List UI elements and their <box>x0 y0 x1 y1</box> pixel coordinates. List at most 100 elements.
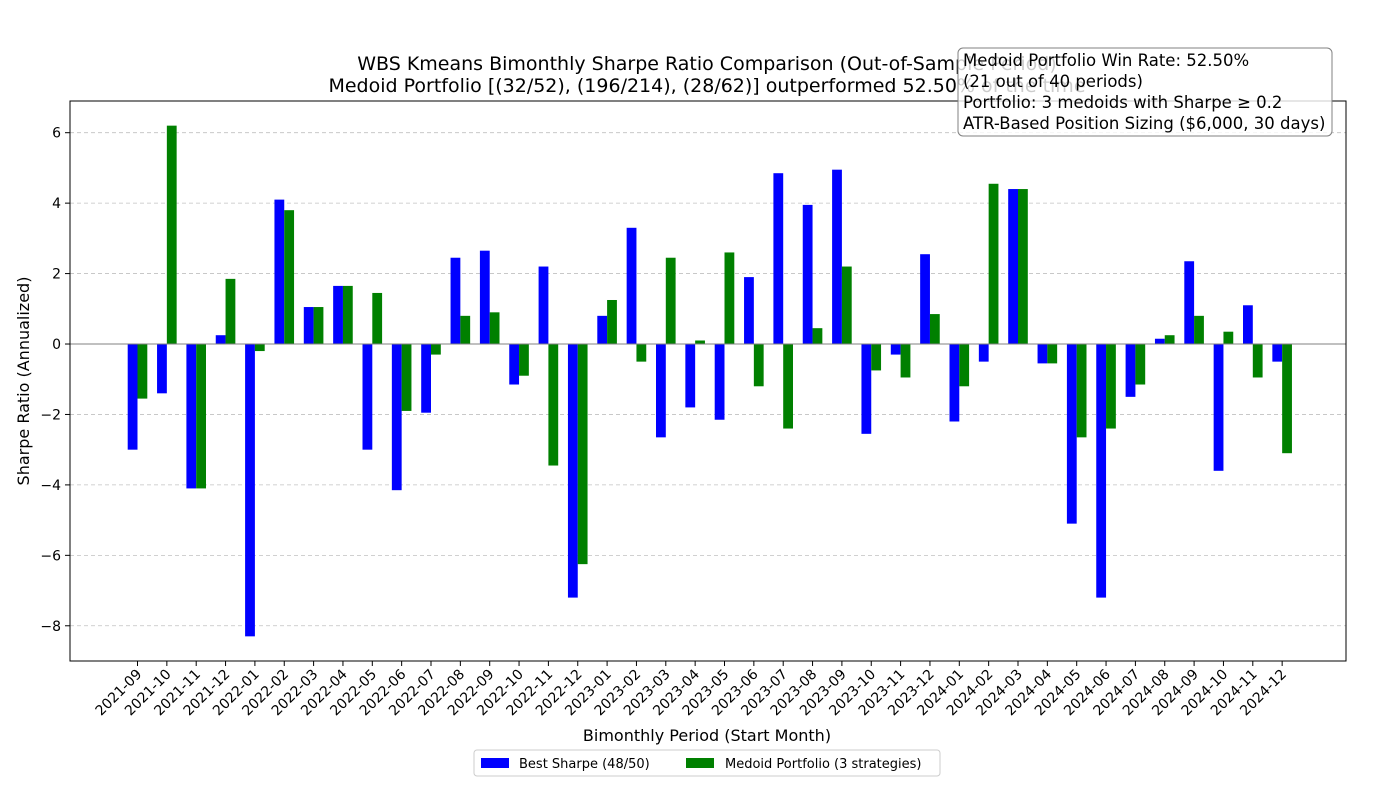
bar-medoid-portfolio-2022-11 <box>548 344 559 466</box>
bar-best-sharpe-2023-08 <box>802 204 813 345</box>
bar-medoid-portfolio-2023-02 <box>636 344 647 362</box>
y-axis-label: Sharpe Ratio (Annualized) <box>14 277 33 486</box>
bar-medoid-portfolio-2022-12 <box>577 344 588 565</box>
bar-best-sharpe-2024-12 <box>1272 344 1283 362</box>
legend-swatch-best-sharpe <box>481 758 509 768</box>
bar-medoid-portfolio-2023-01 <box>607 299 617 345</box>
bar-medoid-portfolio-2021-11 <box>196 344 206 489</box>
chart-subtitle: Medoid Portfolio [(32/52), (196/214), (2… <box>328 75 1085 97</box>
y-axis: −8 −6 −4 −2 0 2 4 6 <box>40 126 70 635</box>
bar-medoid-portfolio-2022-09 <box>489 312 500 345</box>
bar-best-sharpe-2023-05 <box>714 344 725 420</box>
bar-medoid-portfolio-2023-03 <box>665 257 676 345</box>
bar-best-sharpe-2022-11 <box>538 266 549 345</box>
bar-medoid-portfolio-2022-02 <box>284 210 295 345</box>
bar-medoid-portfolio-2022-10 <box>519 344 529 376</box>
legend-label-best-sharpe: Best Sharpe (48/50) <box>519 757 650 772</box>
bar-medoid-portfolio-2024-10 <box>1223 331 1234 345</box>
bar-medoid-portfolio-2021-12 <box>225 278 236 345</box>
y-tick-label: −2 <box>40 407 61 423</box>
bar-medoid-portfolio-2024-02 <box>988 183 999 345</box>
bar-medoid-portfolio-2023-07 <box>783 344 793 429</box>
y-tick-label: 6 <box>52 126 61 142</box>
bar-best-sharpe-2022-09 <box>479 250 490 345</box>
bar-best-sharpe-2022-10 <box>509 344 520 385</box>
annotation-frame <box>957 47 1333 137</box>
bar-best-sharpe-2023-11 <box>890 344 901 355</box>
plot-frame <box>69 100 1347 662</box>
annotation-line-4: ATR-Based Position Sizing ($6,000, 30 da… <box>963 114 1325 133</box>
bar-best-sharpe-2022-08 <box>450 257 461 345</box>
bar-best-sharpe-2022-01 <box>245 344 255 637</box>
bar-medoid-portfolio-2022-07 <box>431 344 441 355</box>
y-tick-label: −4 <box>40 478 61 494</box>
bar-best-sharpe-2023-07 <box>773 173 784 345</box>
bar-best-sharpe-2023-04 <box>685 344 696 408</box>
bar-medoid-portfolio-2024-11 <box>1252 344 1263 378</box>
bar-best-sharpe-2021-10 <box>157 344 167 394</box>
bar-best-sharpe-2024-09 <box>1184 261 1195 345</box>
bar-best-sharpe-2024-11 <box>1243 305 1253 345</box>
bar-medoid-portfolio-2022-01 <box>254 344 265 352</box>
bar-best-sharpe-2023-10 <box>861 344 872 434</box>
bar-medoid-portfolio-2023-10 <box>871 344 882 371</box>
gridlines <box>70 132 1346 627</box>
y-tick-label: 2 <box>52 267 61 283</box>
bar-best-sharpe-2021-09 <box>127 344 138 450</box>
bar-medoid-portfolio-2024-08 <box>1164 335 1175 345</box>
bar-best-sharpe-2022-04 <box>333 285 343 345</box>
bar-best-sharpe-2024-07 <box>1125 344 1136 397</box>
bar-best-sharpe-2024-08 <box>1154 338 1165 345</box>
bar-medoid-portfolio-2023-11 <box>900 344 911 378</box>
bar-medoid-portfolio-2021-09 <box>137 344 148 399</box>
bar-best-sharpe-2023-06 <box>744 277 754 345</box>
bar-medoid-portfolio-2023-09 <box>841 266 852 345</box>
annotation-line-2: (21 out of 40 periods) <box>963 72 1143 91</box>
bar-medoid-portfolio-2023-05 <box>724 252 735 345</box>
y-tick-label: −6 <box>40 548 61 564</box>
chart-title: WBS Kmeans Bimonthly Sharpe Ratio Compar… <box>357 53 1057 75</box>
bar-best-sharpe-2023-03 <box>656 344 666 438</box>
bar-medoid-portfolio-2023-06 <box>753 344 764 387</box>
bar-best-sharpe-2021-12 <box>215 335 226 345</box>
bar-best-sharpe-2022-05 <box>362 344 373 450</box>
bar-medoid-portfolio-2022-06 <box>401 344 412 411</box>
y-tick-label: 4 <box>52 196 61 212</box>
legend-swatch-medoid-portfolio <box>686 758 714 768</box>
bar-best-sharpe-2024-03 <box>1008 189 1018 345</box>
bar-medoid-portfolio-2023-12 <box>929 314 940 345</box>
bars <box>127 125 1292 637</box>
bar-best-sharpe-2024-04 <box>1037 344 1048 364</box>
legend: Best Sharpe (48/50) Medoid Portfolio (3 … <box>473 749 941 777</box>
bar-best-sharpe-2023-09 <box>832 169 842 345</box>
bar-best-sharpe-2022-07 <box>421 344 431 413</box>
bar-medoid-portfolio-2024-06 <box>1106 344 1116 429</box>
bar-medoid-portfolio-2024-01 <box>959 344 970 387</box>
bar-best-sharpe-2024-05 <box>1066 344 1077 524</box>
bar-medoid-portfolio-2024-09 <box>1194 315 1204 345</box>
x-axis-label: Bimonthly Period (Start Month) <box>583 726 831 745</box>
bar-best-sharpe-2022-06 <box>391 344 402 491</box>
bar-best-sharpe-2023-01 <box>597 315 608 345</box>
y-tick-label: −8 <box>40 619 61 635</box>
bar-best-sharpe-2021-11 <box>186 344 197 489</box>
bar-medoid-portfolio-2023-04 <box>695 340 705 345</box>
bar-medoid-portfolio-2022-08 <box>460 315 471 345</box>
bar-medoid-portfolio-2024-12 <box>1282 344 1292 454</box>
bar-best-sharpe-2024-02 <box>978 344 989 362</box>
bar-best-sharpe-2023-12 <box>920 254 930 345</box>
bar-medoid-portfolio-2022-03 <box>313 307 324 345</box>
bar-best-sharpe-2024-10 <box>1213 344 1224 471</box>
bar-medoid-portfolio-2023-08 <box>812 328 823 345</box>
annotation-line-3: Portfolio: 3 medoids with Sharpe ≥ 0.2 <box>963 93 1282 112</box>
bar-medoid-portfolio-2024-03 <box>1018 189 1028 345</box>
x-axis: 2021-092021-102021-112021-122022-012022-… <box>93 661 1290 719</box>
annotation-box: Medoid Portfolio Win Rate: 52.50% (21 ou… <box>957 47 1333 137</box>
bar-medoid-portfolio-2021-10 <box>166 125 177 345</box>
bar-medoid-portfolio-2024-07 <box>1135 344 1146 385</box>
bar-medoid-portfolio-2024-05 <box>1076 344 1087 438</box>
bar-best-sharpe-2024-01 <box>949 344 960 422</box>
legend-label-medoid-portfolio: Medoid Portfolio (3 strategies) <box>725 757 922 772</box>
bar-best-sharpe-2024-06 <box>1096 344 1107 598</box>
